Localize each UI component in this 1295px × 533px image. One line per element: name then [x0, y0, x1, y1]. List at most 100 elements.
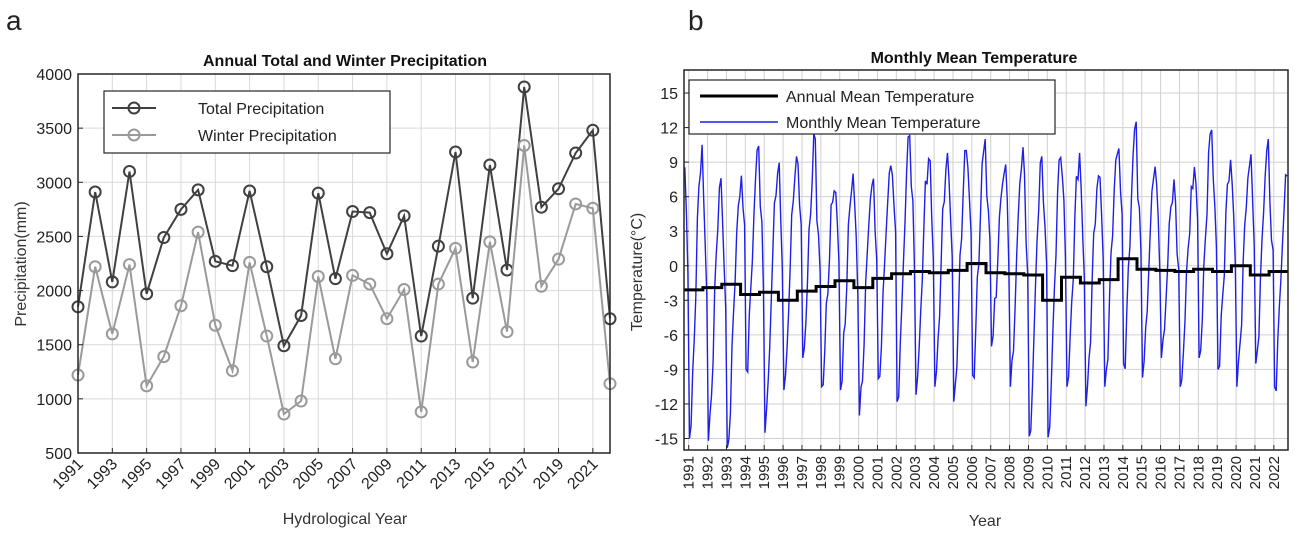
total-precip-point [260, 260, 274, 274]
total-precip-point [157, 231, 171, 245]
panel-a-chart: Annual Total and Winter Precipitation 50… [13, 53, 617, 528]
panel-a-xtick-label: 2017 [496, 456, 533, 493]
total-precip-point [466, 291, 480, 305]
total-precip-point [174, 202, 188, 216]
total-precip-point [552, 182, 566, 196]
panel-a-xtick-label: 2001 [221, 456, 258, 493]
total-precip-point [431, 239, 445, 253]
panel-b-xtick-label: 1997 [794, 456, 811, 489]
panel-b-legend-box [688, 79, 1056, 135]
total-precip-point [105, 275, 119, 289]
panel-b-xtick-label: 2015 [1134, 456, 1151, 489]
total-precip-point [191, 183, 205, 197]
panel-b-ylabel: Temperature(°C) [629, 213, 646, 331]
winter-precip-point [552, 252, 566, 266]
winter-precip-point [483, 235, 497, 249]
total-precip-point [414, 329, 428, 343]
total-precip-point [483, 158, 497, 172]
panel-a-ytick-label: 3000 [36, 175, 72, 192]
winter-precip-point [225, 364, 239, 378]
panel-b-xtick-label: 2006 [964, 456, 981, 489]
total-precip-point [311, 186, 325, 200]
panel-b-xtick-label: 1993 [718, 456, 735, 489]
panel-b-xtick-label: 2007 [983, 456, 1000, 489]
panel-b-axes-box [683, 69, 1289, 451]
winter-precip-point [328, 352, 342, 366]
panel-a-xtick-label: 2003 [256, 456, 293, 493]
winter-precip-point [208, 318, 222, 332]
total-precip-point [449, 145, 463, 159]
panel-b-ytick-label: -3 [664, 293, 678, 310]
panel-b-ytick-label: 3 [669, 224, 678, 241]
panel-a-ytick-label: 3500 [36, 121, 72, 138]
panel-b-xtick-label: 2021 [1247, 456, 1264, 489]
panel-b-xtick-label: 2016 [1153, 456, 1170, 489]
panel-a-title: Annual Total and Winter Precipitation [203, 53, 487, 70]
total-precip-point [569, 146, 583, 160]
panel-a-xtick-label: 1993 [84, 456, 121, 493]
panel-b-xtick-label: 2005 [945, 456, 962, 489]
winter-precip-point [174, 299, 188, 313]
legend-marker-winter [127, 128, 141, 142]
panel-b-xtick-label: 2020 [1228, 456, 1245, 489]
panel-a-xtick-label: 2005 [290, 456, 327, 493]
panel-a-ytick-label: 1000 [36, 392, 72, 409]
panel-a-ytick-label: 2000 [36, 284, 72, 301]
winter-precip-point [140, 379, 154, 393]
panel-b-xtick-label: 1991 [681, 456, 698, 489]
legend-marker-total [127, 101, 141, 115]
legend-label-monthly: Monthly Mean Temperature [786, 115, 981, 132]
panel-a-xtick-label: 2021 [564, 456, 601, 493]
panel-a-legend-box [103, 90, 391, 154]
legend-label-winter: Winter Precipitation [198, 128, 337, 145]
panel-b-ytick-label: 9 [669, 155, 678, 172]
panel-b-xtick-label: 2004 [926, 456, 943, 489]
panel-b-ytick-label: 0 [669, 259, 678, 276]
panel-b-xlabel: Year [969, 513, 1002, 530]
panel-b-title: Monthly Mean Temperature [871, 50, 1078, 67]
panel-b-ytick-label: -6 [664, 328, 678, 345]
panel-a-xtick-label: 2013 [427, 456, 464, 493]
panel-b-xtick-label: 2014 [1115, 456, 1132, 489]
winter-precip-point [191, 225, 205, 239]
panel-b-xtick-label: 2003 [907, 456, 924, 489]
winter-precip-point [500, 325, 514, 339]
winter-precip-point [277, 407, 291, 421]
panel-b-ytick-label: -12 [655, 397, 678, 414]
panel-a-xlabel: Hydrological Year [283, 511, 408, 528]
total-precip-point [88, 185, 102, 199]
total-precip-point [208, 254, 222, 268]
panel-a-series [71, 80, 617, 421]
winter-precip-point [449, 241, 463, 255]
panel-a-xtick-label: 1997 [153, 456, 190, 493]
winter-precip-point [157, 350, 171, 364]
winter-precip-point [466, 355, 480, 369]
panel-b-x-ticks: 1991 1992 1993 1994 1995 1996 1997 1998 1999 2000… [681, 445, 1283, 489]
total-precip-point [397, 209, 411, 223]
winter-precip-point [363, 277, 377, 291]
total-precip-point [363, 206, 377, 220]
panel-a-ytick-label: 4000 [36, 67, 72, 84]
panel-label-a: a [6, 5, 22, 36]
total-precip-point [380, 247, 394, 261]
total-precip-point [534, 200, 548, 214]
total-precip-point [586, 123, 600, 137]
panel-a-ytick-label: 500 [45, 446, 72, 463]
panel-b-xtick-label: 1998 [813, 456, 830, 489]
winter-precip-point [397, 282, 411, 296]
winter-precip-point [534, 279, 548, 293]
panel-b-xtick-label: 1994 [737, 456, 754, 489]
monthly-temperature-line [684, 121, 1288, 448]
winter-precip-point [260, 329, 274, 343]
panel-b-legend: Annual Mean Temperature Monthly Mean Tem… [688, 79, 1056, 135]
total-precip-point [243, 184, 257, 198]
panel-b-xtick-label: 2002 [888, 456, 905, 489]
panel-a-ytick-label: 2500 [36, 229, 72, 246]
panel-b-xtick-label: 2009 [1020, 456, 1037, 489]
panel-a-xtick-label: 2011 [394, 456, 430, 492]
winter-precip-point [88, 260, 102, 274]
panel-b-xtick-label: 2010 [1039, 456, 1056, 489]
total-precip-point [225, 259, 239, 273]
panel-b-xtick-label: 2022 [1266, 456, 1283, 489]
winter-precip-point [431, 277, 445, 291]
